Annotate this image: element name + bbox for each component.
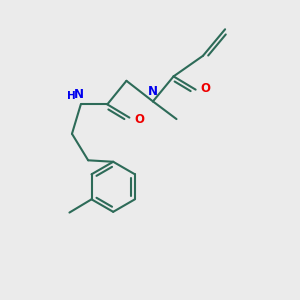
Text: O: O (200, 82, 210, 95)
Text: N: N (74, 88, 84, 101)
Text: O: O (134, 112, 144, 126)
Text: H: H (67, 91, 76, 101)
Text: N: N (148, 85, 158, 98)
